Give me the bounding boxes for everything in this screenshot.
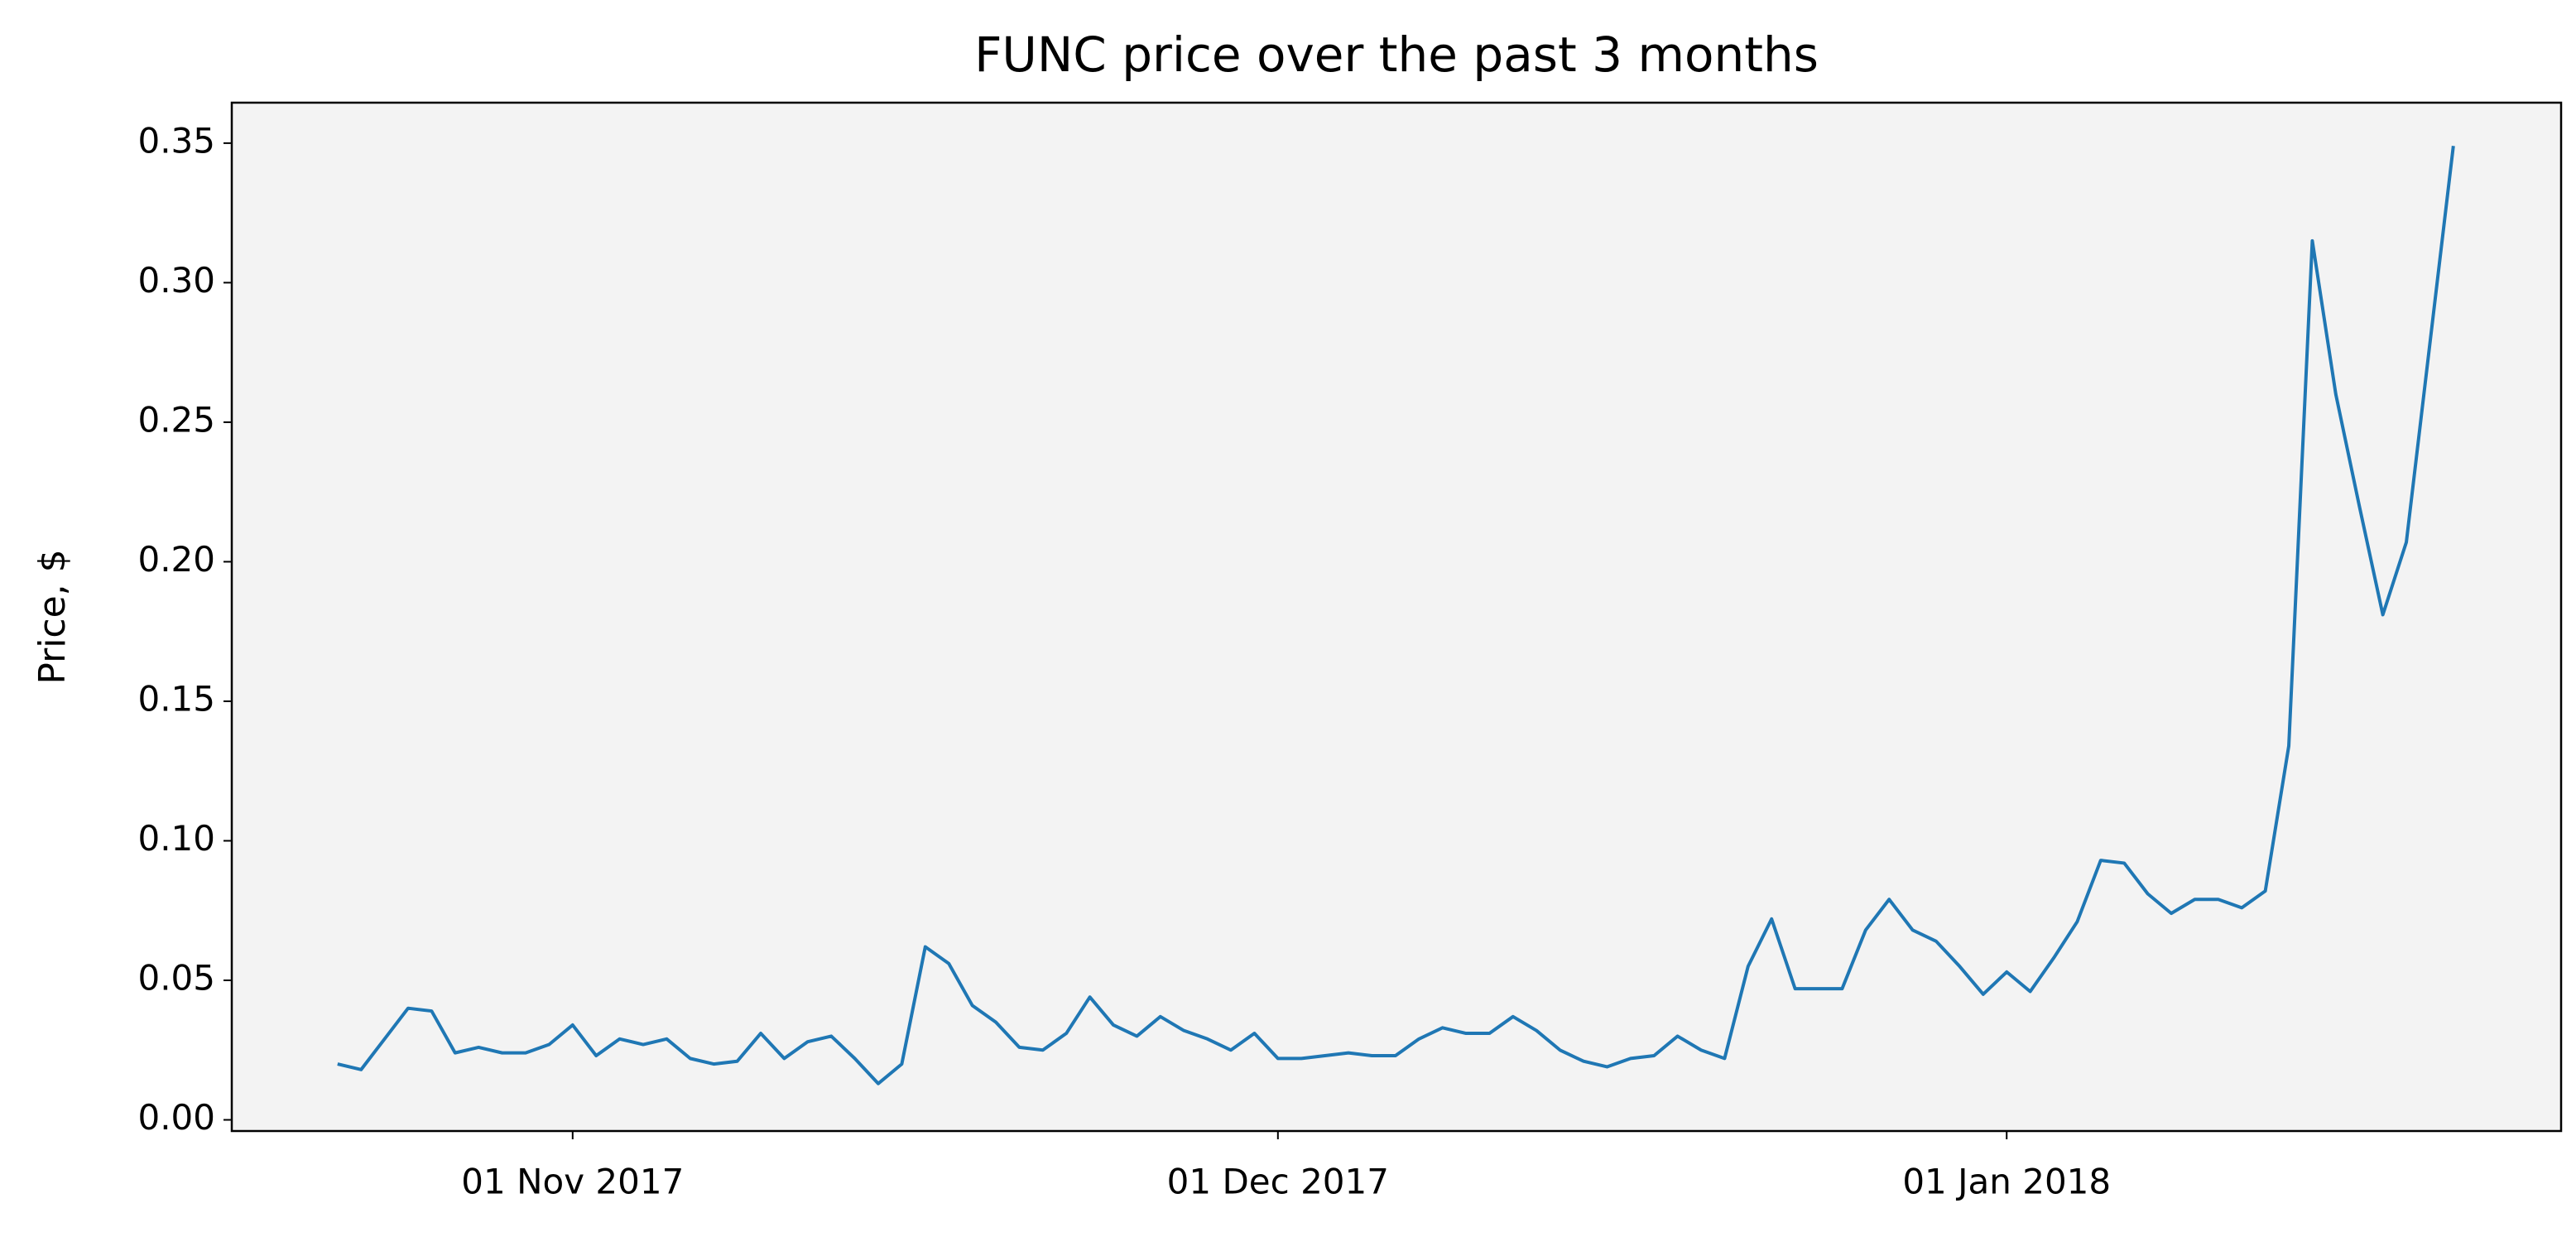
y-tick-label: 0.00 xyxy=(137,1097,215,1138)
y-tick-label: 0.35 xyxy=(137,120,215,161)
plot-frame xyxy=(230,101,2563,1133)
y-axis-label: Price, $ xyxy=(31,549,74,684)
y-tick-label: 0.15 xyxy=(137,678,215,719)
y-tick-label: 0.25 xyxy=(137,399,215,440)
y-tick-label: 0.10 xyxy=(137,818,215,859)
plot-area xyxy=(232,103,2561,1131)
chart-title: FUNC price over the past 3 months xyxy=(974,26,1819,83)
y-tick-label: 0.20 xyxy=(137,539,215,580)
x-tick-label: 01 Nov 2017 xyxy=(461,1162,684,1202)
x-tick-label: 01 Jan 2018 xyxy=(1902,1162,2111,1202)
y-tick-label: 0.30 xyxy=(137,260,215,301)
y-tick-label: 0.05 xyxy=(137,957,215,998)
x-tick-label: 01 Dec 2017 xyxy=(1167,1162,1389,1202)
price-line xyxy=(337,146,2455,1085)
